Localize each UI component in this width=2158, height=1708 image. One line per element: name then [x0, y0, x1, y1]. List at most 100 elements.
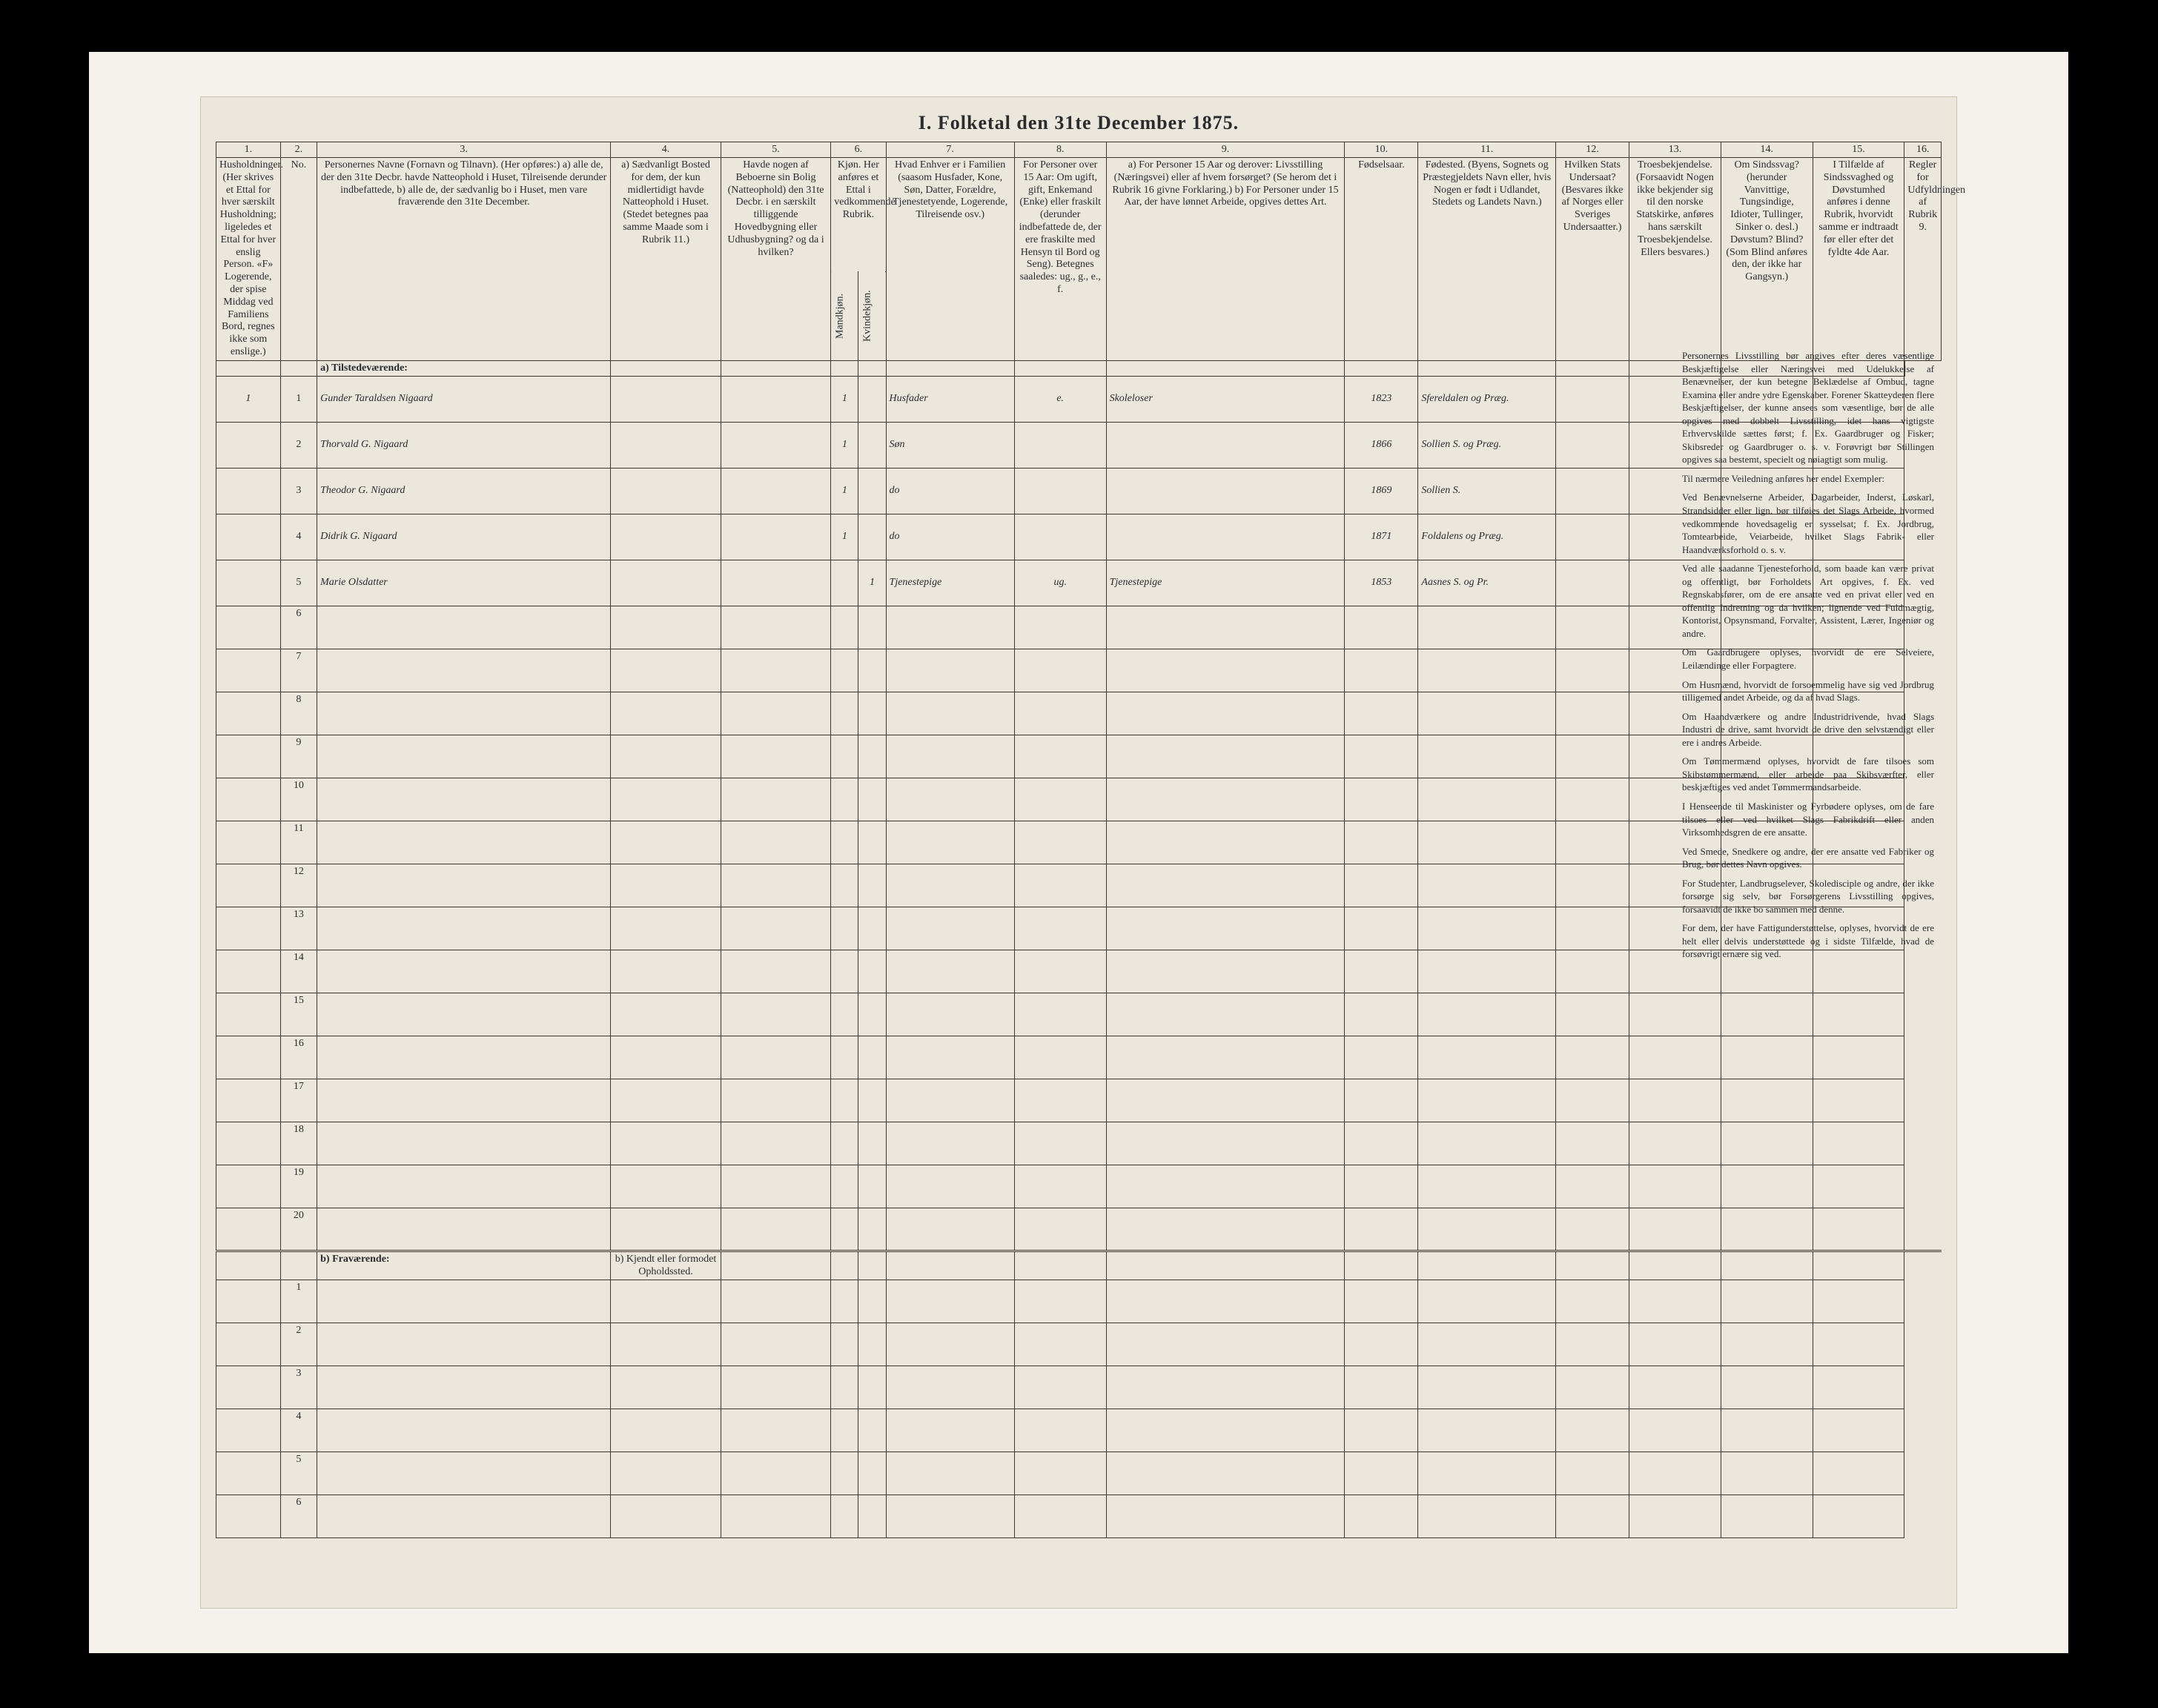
cell-year: 1869	[1345, 468, 1418, 514]
cell-rownum: 3	[280, 1366, 317, 1409]
cell-name: Thorvald G. Nigaard	[317, 422, 611, 468]
cell-name: Didrik G. Nigaard	[317, 514, 611, 560]
cell-female	[858, 468, 886, 514]
cell-rownum: 16	[280, 1036, 317, 1079]
hdr-13: Troesbekjendelse. (Forsaavidt Nogen ikke…	[1629, 158, 1721, 361]
cell-residence	[611, 514, 721, 560]
hdr-11: Fødested. (Byens, Sognets og Præstegjeld…	[1418, 158, 1556, 361]
cell-rownum: 10	[280, 778, 317, 821]
col-9: 9.	[1106, 142, 1345, 158]
table-row: 16	[216, 1036, 1942, 1079]
cell-year: 1853	[1345, 560, 1418, 606]
instructions-column-16: Personernes Livsstilling bør angives eft…	[1682, 349, 1934, 967]
cell-rownum: 2	[280, 1323, 317, 1366]
column-number-row: 1. 2. 3. 4. 5. 6. 7. 8. 9. 10. 11. 12. 1…	[216, 142, 1942, 158]
hdr-8: For Personer over 15 Aar: Om ugift, gift…	[1014, 158, 1106, 361]
cell-nationality	[1556, 376, 1629, 422]
cell-birthplace: Foldalens og Præg.	[1418, 514, 1556, 560]
cell-birthplace: Sollien S. og Præg.	[1418, 422, 1556, 468]
hdr-6: Kjøn. Her anføres et Ettal i vedkommende…	[831, 158, 886, 272]
cell-rownum: 1	[280, 1280, 317, 1323]
table-row: 5	[216, 1452, 1942, 1495]
hdr-16: Regler for Udfyldningen af Rubrik 9.	[1904, 158, 1942, 361]
cell-residence	[611, 468, 721, 514]
cell-civil: ug.	[1014, 560, 1106, 606]
form-title: I. Folketal den 31te December 1875.	[201, 97, 1956, 142]
cell-building	[721, 468, 831, 514]
cell-building	[721, 560, 831, 606]
table-row: 2	[216, 1323, 1942, 1366]
note-p1: Personernes Livsstilling bør angives eft…	[1682, 349, 1934, 466]
cell-relation: do	[886, 514, 1014, 560]
col-15: 15.	[1813, 142, 1904, 158]
cell-rownum: 12	[280, 864, 317, 907]
col-2: 2.	[280, 142, 317, 158]
cell-year: 1823	[1345, 376, 1418, 422]
cell-female	[858, 376, 886, 422]
absent-empty-rows: 123456	[216, 1280, 1942, 1538]
col-5: 5.	[721, 142, 831, 158]
note-p2: Til nærmere Veiledning anføres her endel…	[1682, 472, 1934, 486]
hdr-6b: Kvindekjøn.	[858, 271, 886, 360]
cell-occupation	[1106, 514, 1345, 560]
cell-name: Theodor G. Nigaard	[317, 468, 611, 514]
note-p3: Ved Benævnelserne Arbeider, Dagarbeider,…	[1682, 491, 1934, 556]
cell-civil	[1014, 468, 1106, 514]
cell-rownum: 11	[280, 821, 317, 864]
cell-rownum: 20	[280, 1208, 317, 1251]
hdr-9: a) For Personer 15 Aar og derover: Livss…	[1106, 158, 1345, 361]
table-row: 1	[216, 1280, 1942, 1323]
cell-birthplace: Aasnes S. og Pr.	[1418, 560, 1556, 606]
cell-occupation: Tjenestepige	[1106, 560, 1345, 606]
cell-rownum: 5	[280, 560, 317, 606]
cell-civil: e.	[1014, 376, 1106, 422]
cell-rownum: 17	[280, 1079, 317, 1122]
col-14: 14.	[1721, 142, 1813, 158]
cell-rownum: 2	[280, 422, 317, 468]
table-row: 15	[216, 993, 1942, 1036]
cell-year: 1871	[1345, 514, 1418, 560]
cell-household	[216, 560, 281, 606]
header-row: Husholdninger. (Her skrives et Ettal for…	[216, 158, 1942, 272]
note-p7: Om Haandværkere og andre Industridrivend…	[1682, 710, 1934, 749]
cell-rownum: 5	[280, 1452, 317, 1495]
col-6: 6.	[831, 142, 886, 158]
cell-building	[721, 514, 831, 560]
census-form-paper: I. Folketal den 31te December 1875. 1. 2…	[200, 96, 1957, 1609]
table-row: 4	[216, 1409, 1942, 1452]
cell-relation: Husfader	[886, 376, 1014, 422]
cell-rownum: 9	[280, 735, 317, 778]
cell-rownum: 7	[280, 649, 317, 692]
cell-nationality	[1556, 468, 1629, 514]
note-p11: For Studenter, Landbrugselever, Skoledis…	[1682, 877, 1934, 916]
cell-birthplace: Sfereldalen og Præg.	[1418, 376, 1556, 422]
cell-female: 1	[858, 560, 886, 606]
col-16: 16.	[1904, 142, 1942, 158]
cell-occupation	[1106, 468, 1345, 514]
photo-frame: I. Folketal den 31te December 1875. 1. 2…	[89, 52, 2068, 1653]
cell-rownum: 3	[280, 468, 317, 514]
hdr-10: Fødselsaar.	[1345, 158, 1418, 361]
cell-birthplace: Sollien S.	[1418, 468, 1556, 514]
cell-building	[721, 376, 831, 422]
col-8: 8.	[1014, 142, 1106, 158]
table-row: 6	[216, 1495, 1942, 1538]
cell-nationality	[1556, 560, 1629, 606]
col-12: 12.	[1556, 142, 1629, 158]
hdr-2: No.	[280, 158, 317, 361]
cell-rownum: 6	[280, 606, 317, 649]
hdr-4: a) Sædvanligt Bosted for dem, der kun mi…	[611, 158, 721, 361]
cell-rownum: 13	[280, 907, 317, 950]
hdr-1: Husholdninger. (Her skrives et Ettal for…	[216, 158, 281, 361]
note-p8: Om Tømmermænd oplyses, hvorvidt de fare …	[1682, 755, 1934, 794]
hdr-12: Hvilken Stats Undersaat? (Besvares ikke …	[1556, 158, 1629, 361]
cell-household	[216, 468, 281, 514]
note-p9: I Henseende til Maskinister og Fyrbødere…	[1682, 800, 1934, 839]
cell-building	[721, 422, 831, 468]
cell-rownum: 4	[280, 1409, 317, 1452]
note-p4: Ved alle saadanne Tjenesteforhold, som b…	[1682, 562, 1934, 640]
table-row: 17	[216, 1079, 1942, 1122]
table-row: 19	[216, 1165, 1942, 1208]
cell-relation: Søn	[886, 422, 1014, 468]
note-p6: Om Husmænd, hvorvidt de forsoemmelig hav…	[1682, 678, 1934, 704]
